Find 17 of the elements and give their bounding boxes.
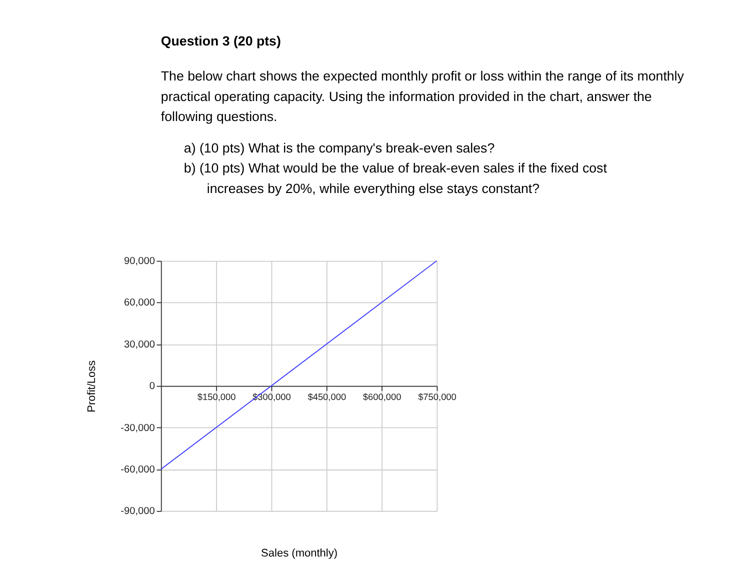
y-tick-label: -60,000 bbox=[120, 464, 156, 476]
y-tick-label: -90,000 bbox=[120, 506, 156, 518]
y-tick-label: 0 bbox=[149, 381, 156, 392]
y-tick-label: -30,000 bbox=[120, 422, 156, 434]
x-tick-label: $600,000 bbox=[362, 392, 402, 402]
y-tick-label: 90,000 bbox=[124, 256, 156, 268]
y-tick-label: 30,000 bbox=[124, 339, 156, 350]
y-axis-title: Profit/Loss bbox=[86, 360, 98, 412]
x-axis-title: Sales (monthly) bbox=[261, 547, 338, 560]
x-tick-label: $150,000 bbox=[197, 392, 236, 402]
x-tick-label: $750,000 bbox=[418, 392, 456, 402]
text: b) (10 pts) What would be the value of break-even sales if the fixed cost increases by 20%, while everything else stays constant? bbox=[184, 160, 608, 196]
y-tick-label: 60,000 bbox=[124, 298, 156, 309]
text: a) (10 pts) What is the company's break-even sales? bbox=[184, 140, 495, 156]
x-tick-label: $450,000 bbox=[308, 392, 346, 402]
chart-title: Question 3 (20 pts) bbox=[160, 34, 281, 49]
chart-subtitle: The below chart shows the expected monthly profit or loss within the range of its monthly practical operating capacity. Using the information provided in the chart, answer the following questions. bbox=[160, 68, 684, 124]
